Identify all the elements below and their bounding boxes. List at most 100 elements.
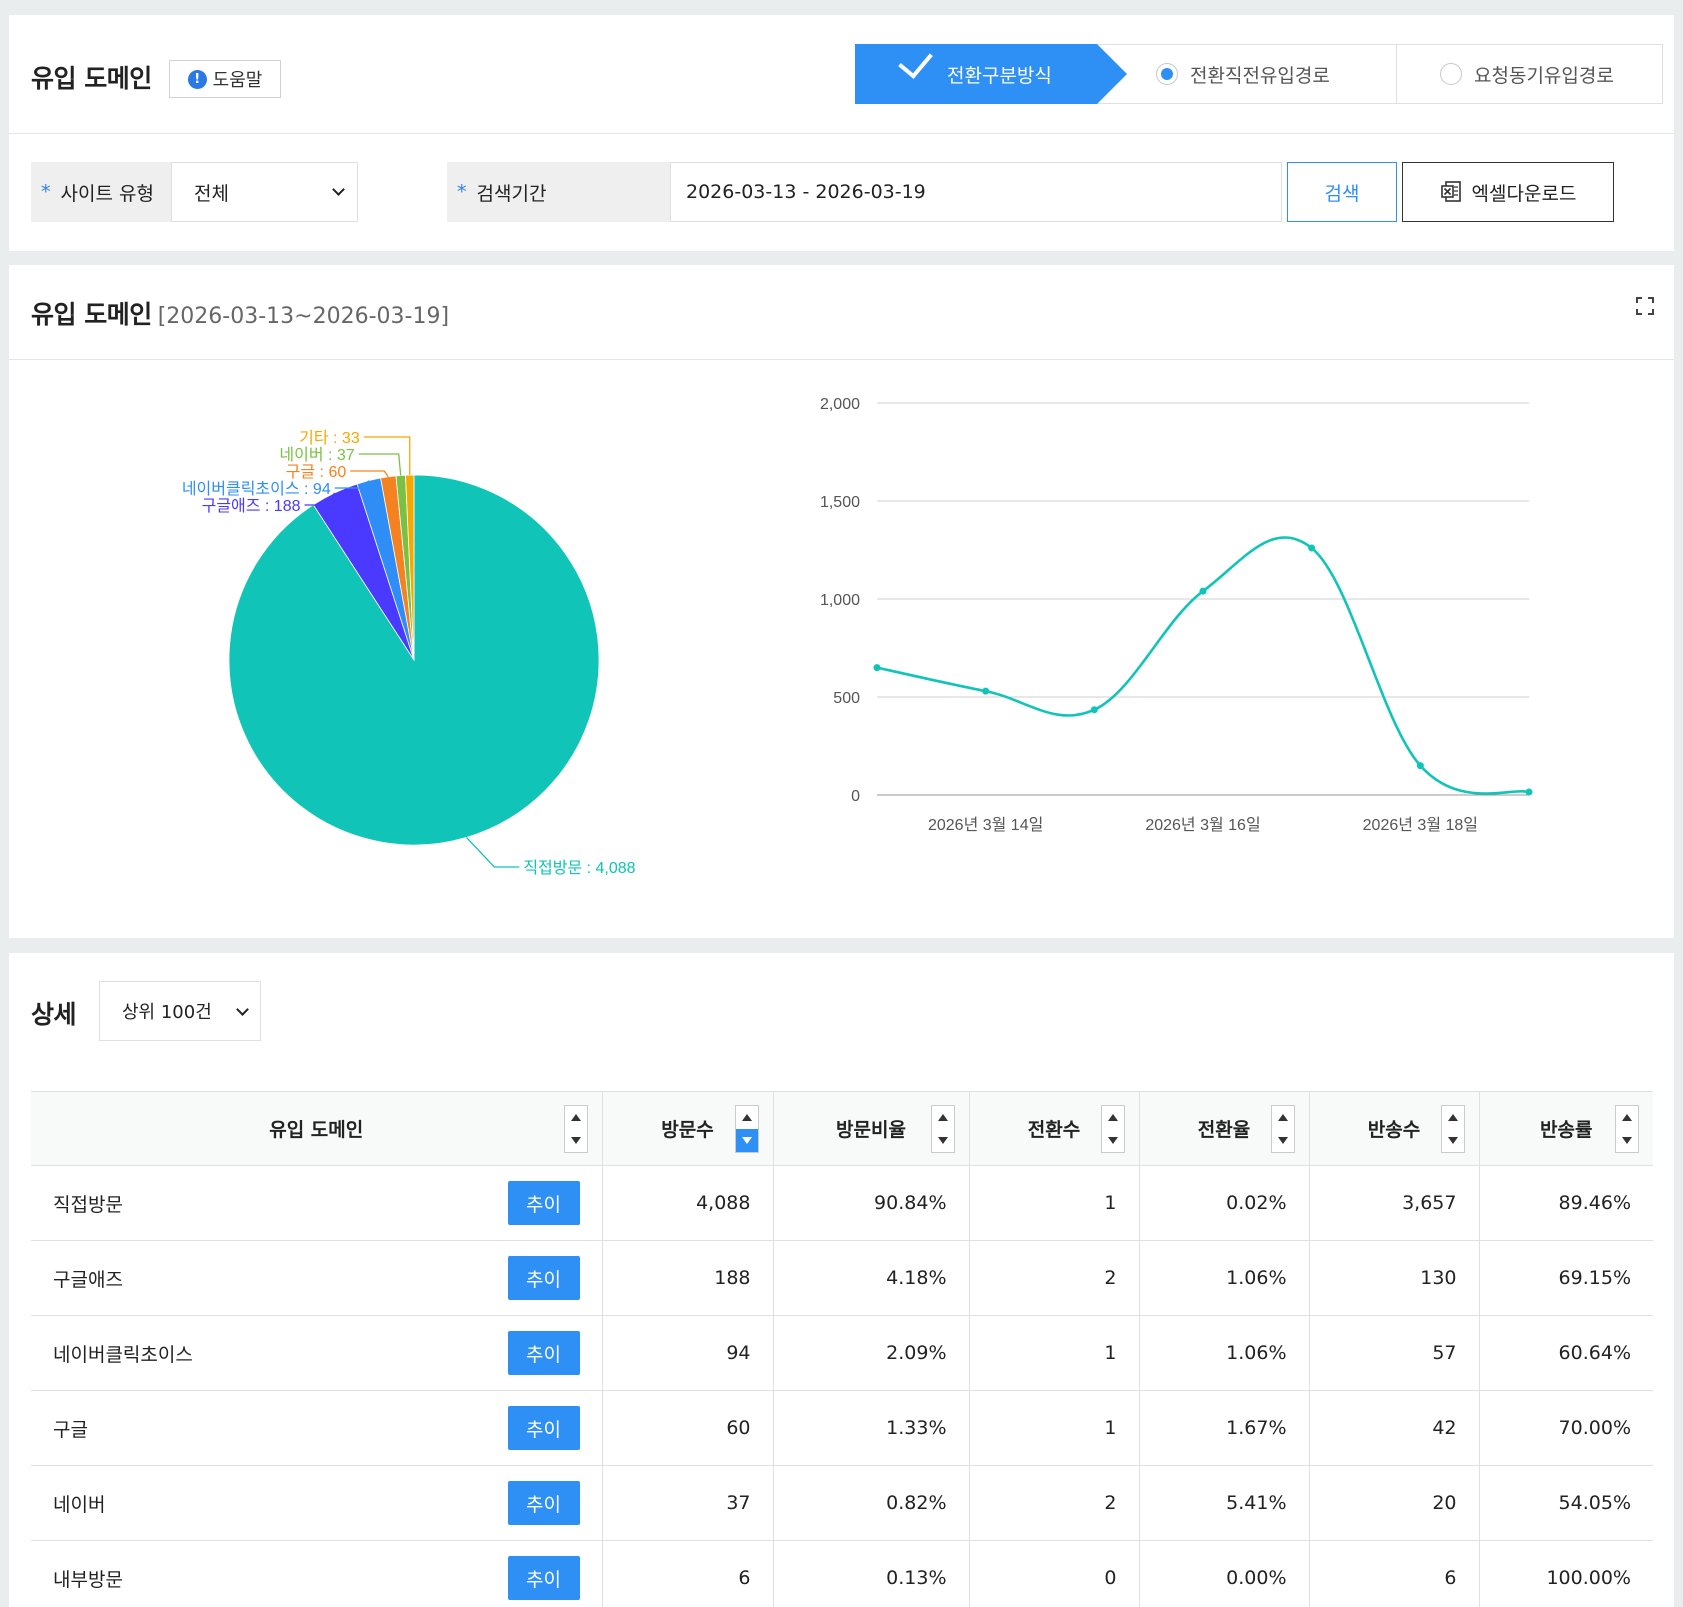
domain-cell: 구글 추이 (31, 1390, 603, 1466)
chart-title-text: 유입 도메인 (31, 300, 152, 329)
required-mark: * (457, 181, 467, 203)
column-header-label: 방문수 (661, 1119, 714, 1141)
cell-visit-ratio: 4.18% (773, 1240, 970, 1316)
sort-toggle[interactable] (1440, 1105, 1465, 1153)
trend-button[interactable]: 추이 (507, 1406, 580, 1450)
radio-selected-icon[interactable] (1156, 63, 1178, 85)
fullscreen-icon[interactable] (1636, 297, 1654, 315)
column-header[interactable]: 유입 도메인 (31, 1091, 603, 1166)
help-button[interactable]: ! 도움말 (169, 60, 281, 98)
cell-visits: 94 (602, 1315, 774, 1391)
sort-desc-icon[interactable] (1272, 1129, 1294, 1152)
divider (9, 133, 1674, 134)
sort-desc-icon[interactable] (735, 1129, 758, 1152)
data-point[interactable] (1199, 587, 1207, 595)
chevron-down-icon (332, 183, 345, 196)
data-point[interactable] (1090, 706, 1098, 714)
x-tick-label: 2026년 3월 14일 (928, 816, 1043, 834)
trend-button[interactable]: 추이 (507, 1331, 580, 1375)
excel-label: 엑셀다운로드 (1471, 182, 1577, 205)
trend-button[interactable]: 추이 (507, 1181, 580, 1225)
sort-asc-icon[interactable] (932, 1106, 954, 1129)
cell-conversions: 1 (969, 1390, 1140, 1466)
excel-download-button[interactable]: 엑셀다운로드 (1402, 162, 1614, 222)
sort-asc-icon[interactable] (736, 1106, 758, 1129)
sort-toggle[interactable] (734, 1105, 759, 1153)
sort-desc-icon[interactable] (1442, 1129, 1464, 1152)
sort-desc-icon[interactable] (565, 1129, 587, 1152)
domain-name: 내부방문 (53, 1568, 123, 1591)
column-header-label: 유입 도메인 (269, 1119, 364, 1141)
cell-conv-rate: 1.67% (1139, 1390, 1310, 1466)
data-point[interactable] (873, 664, 881, 672)
tab-conversion-method[interactable]: 전환구분방식 (855, 43, 1127, 104)
column-header[interactable]: 반송률 (1479, 1091, 1653, 1166)
table-row: 네이버 추이 37 0.82% 2 5.41% 20 54.05% (31, 1465, 1653, 1541)
sort-toggle[interactable] (930, 1105, 955, 1153)
data-point[interactable] (1525, 788, 1533, 796)
sort-asc-icon[interactable] (1272, 1106, 1294, 1129)
pie-slice-label: 네이버 : 37 (279, 446, 354, 464)
pie-slice-label: 기타 : 33 (299, 429, 360, 447)
column-header-label: 방문비율 (836, 1119, 906, 1141)
trend-button[interactable]: 추이 (507, 1556, 580, 1600)
trend-button[interactable]: 추이 (507, 1481, 580, 1525)
sort-toggle[interactable] (563, 1105, 588, 1153)
column-header[interactable]: 방문수 (602, 1091, 774, 1166)
date-range-input[interactable]: 2026-03-13 - 2026-03-19 (670, 162, 1282, 222)
sort-toggle[interactable] (1100, 1105, 1125, 1153)
pie-leader-line (334, 480, 370, 489)
data-point[interactable] (1416, 762, 1424, 770)
cell-visit-ratio: 0.82% (773, 1465, 970, 1541)
excel-file-icon (1440, 181, 1461, 202)
sort-toggle[interactable] (1615, 1105, 1639, 1153)
trend-button[interactable]: 추이 (507, 1256, 580, 1300)
sort-asc-icon[interactable] (1442, 1106, 1464, 1129)
detail-table: 유입 도메인 방문수 방문비율 전환수 전환율 반송수 반송률 직접방문 추이 4,088 90.… (31, 1091, 1653, 1607)
cell-visits: 188 (602, 1240, 774, 1316)
domain-cell: 직접방문 추이 (31, 1165, 603, 1241)
column-header[interactable]: 방문비율 (773, 1091, 970, 1166)
sort-asc-icon[interactable] (565, 1106, 587, 1129)
detail-panel: 상세 상위 100건 유입 도메인 방문수 방문비율 전환수 전환율 반송수 반송률 직접방… (9, 953, 1674, 1607)
sort-toggle[interactable] (1270, 1105, 1295, 1153)
column-header[interactable]: 전환율 (1139, 1091, 1310, 1166)
cell-conversions: 2 (969, 1465, 1140, 1541)
search-button[interactable]: 검색 (1287, 162, 1397, 222)
sort-asc-icon[interactable] (1102, 1106, 1124, 1129)
help-label: 도움말 (212, 70, 263, 91)
pie-slice-label: 네이버클릭초이스 : 94 (182, 480, 331, 498)
cell-bounce-rate: 89.46% (1479, 1165, 1653, 1241)
sort-asc-icon[interactable] (1616, 1106, 1638, 1129)
sort-desc-icon[interactable] (932, 1129, 954, 1152)
site-type-select[interactable]: 전체 (171, 162, 358, 222)
cell-visits: 60 (602, 1390, 774, 1466)
cell-conv-rate: 1.06% (1139, 1315, 1310, 1391)
mode-tabs: 전환구분방식 전환직전유입경로 요청동기유입경로 (855, 43, 1663, 104)
pie-leader-line (304, 492, 336, 506)
domain-cell: 네이버클릭초이스 추이 (31, 1315, 603, 1391)
radio-last-path[interactable]: 전환직전유입경로 (1156, 45, 1330, 103)
sort-desc-icon[interactable] (1616, 1129, 1638, 1152)
top-count-select[interactable]: 상위 100건 (99, 981, 261, 1041)
data-point[interactable] (982, 687, 990, 695)
sort-desc-icon[interactable] (1102, 1129, 1124, 1152)
radio-request-path[interactable]: 요청동기유입경로 (1440, 45, 1614, 103)
data-point[interactable] (1308, 544, 1316, 552)
table-row: 네이버클릭초이스 추이 94 2.09% 1 1.06% 57 60.64% (31, 1315, 1653, 1391)
cell-conv-rate: 0.02% (1139, 1165, 1310, 1241)
table-body: 직접방문 추이 4,088 90.84% 1 0.02% 3,657 89.46% 구글애즈 추이… (31, 1165, 1653, 1607)
site-type-value: 전체 (194, 182, 229, 205)
cell-visits: 37 (602, 1465, 774, 1541)
domain-cell: 내부방문 추이 (31, 1540, 603, 1607)
radio-unselected-icon[interactable] (1440, 63, 1462, 85)
column-header-label: 반송수 (1367, 1119, 1421, 1141)
cell-visit-ratio: 2.09% (773, 1315, 970, 1391)
table-header-row: 유입 도메인 방문수 방문비율 전환수 전환율 반송수 반송률 (31, 1091, 1653, 1166)
tab-label: 전환구분방식 (947, 64, 1052, 87)
column-header[interactable]: 반송수 (1309, 1091, 1480, 1166)
column-header[interactable]: 전환수 (969, 1091, 1140, 1166)
chart-panel: 유입 도메인 [2026-03-13~2026-03-19] 직접방문 : 4,0… (9, 265, 1674, 938)
domain-name: 구글 (53, 1418, 88, 1441)
cell-bounces: 57 (1309, 1315, 1480, 1391)
